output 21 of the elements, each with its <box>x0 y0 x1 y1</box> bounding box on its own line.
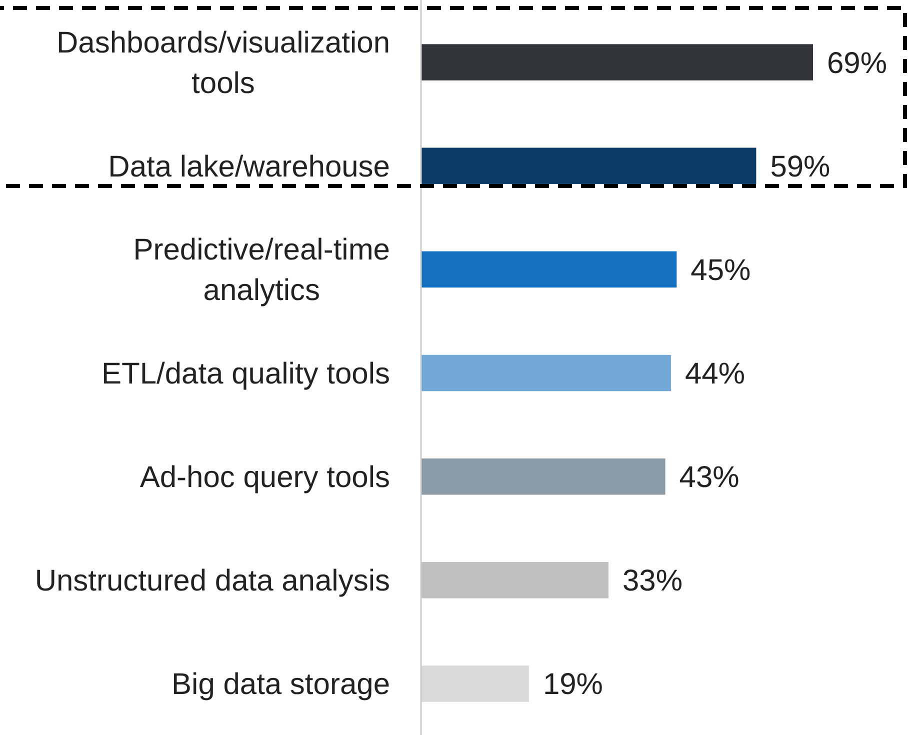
bar <box>421 458 666 495</box>
y-tick-label: Data lake/warehouse <box>108 150 390 184</box>
bar <box>421 666 529 702</box>
y-tick-label: Predictive/real-time analytics <box>133 234 390 308</box>
bar <box>421 562 608 598</box>
data-label: 44% <box>684 358 746 390</box>
data-label: 33% <box>622 564 683 598</box>
data-label: 45% <box>690 254 751 287</box>
y-tick-label: Dashboards/visualization tools <box>56 26 390 100</box>
data-label: 59% <box>770 150 830 184</box>
data-label: 19% <box>542 668 603 702</box>
y-tick-label: Big data storage <box>172 668 390 702</box>
data-label: 43% <box>679 461 740 494</box>
data-label: 69% <box>827 46 888 80</box>
y-tick-label: Unstructured data analysis <box>34 564 390 598</box>
bar <box>421 354 671 392</box>
bar <box>421 148 756 184</box>
y-tick-label: Ad-hoc query tools <box>140 461 390 494</box>
bar <box>421 251 677 288</box>
y-tick-label: ETL/data quality tools <box>101 358 390 390</box>
bar <box>421 44 813 80</box>
